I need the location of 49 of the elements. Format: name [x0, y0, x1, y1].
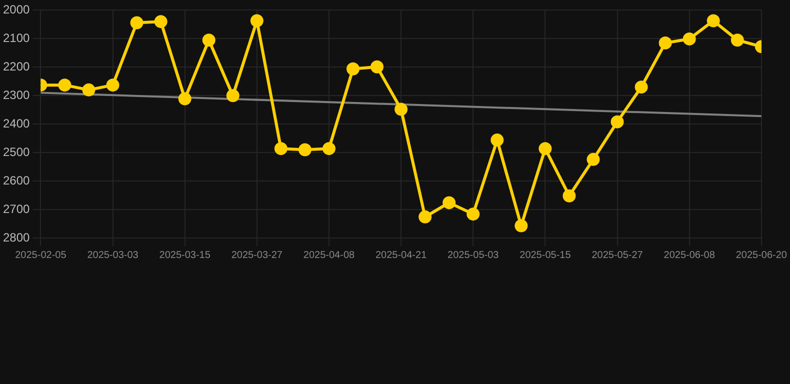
point [106, 78, 120, 92]
y-tick-label: 2800 [2, 230, 30, 244]
point [538, 142, 552, 156]
x-tick-label: 2025-05-03 [448, 250, 500, 261]
point [730, 34, 744, 47]
point [226, 89, 240, 102]
y-tick-label: 2000 [2, 2, 30, 17]
x-tick-label: 2025-05-15 [520, 250, 572, 261]
point [418, 210, 432, 224]
y-tick-label: 2600 [2, 173, 30, 188]
point [178, 92, 192, 106]
point [394, 102, 408, 116]
x-tick-label: 2025-06-20 [736, 250, 788, 261]
point [322, 142, 336, 156]
point [442, 196, 456, 210]
point [274, 142, 288, 156]
point [250, 14, 264, 28]
x-tick-label: 2025-03-15 [159, 250, 211, 261]
point [658, 36, 672, 50]
x-tick-label: 2025-03-03 [87, 250, 139, 261]
x-tick-label: 2025-05-27 [592, 250, 644, 261]
y-tick-label: 2100 [2, 30, 30, 45]
point [562, 189, 576, 202]
y-tick-label: 2400 [2, 116, 30, 130]
x-tick-label: 2025-04-08 [303, 250, 355, 261]
point [586, 152, 600, 166]
y-tick-label: 2500 [2, 144, 30, 159]
point [514, 219, 528, 232]
point [370, 60, 384, 74]
x-tick-label: 2025-03-27 [231, 250, 283, 261]
x-tick-label: 2025-02-05 [15, 250, 67, 261]
point [682, 32, 696, 46]
point [58, 78, 72, 92]
point [466, 208, 480, 221]
point [82, 83, 96, 96]
point [202, 34, 216, 47]
point [490, 134, 504, 147]
y-tick-label: 2200 [2, 59, 30, 74]
point [346, 62, 360, 76]
y-tick-label: 2700 [2, 202, 30, 216]
point [706, 14, 720, 28]
x-tick-label: 2025-04-21 [375, 250, 428, 261]
point [298, 143, 312, 156]
point [634, 80, 648, 94]
x-tick-label: 2025-06-08 [664, 250, 716, 261]
point [610, 115, 624, 128]
y-tick-label: 2300 [2, 88, 30, 102]
point [130, 16, 144, 30]
point [154, 15, 168, 28]
